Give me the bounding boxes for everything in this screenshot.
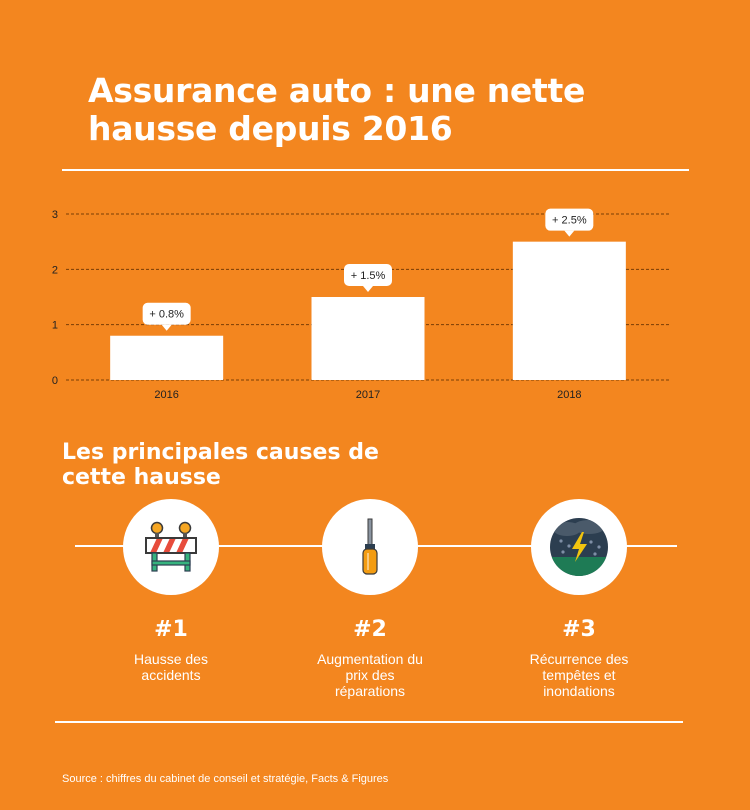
y-tick-label-0: 0 <box>52 375 58 387</box>
data-label-box-2018 <box>545 208 594 231</box>
data-label-box-2017 <box>344 264 392 286</box>
cause-2: #2 Augmentation du prix des réparations <box>280 499 460 699</box>
data-label-pointer-2018 <box>564 230 575 237</box>
screwdriver-icon <box>362 518 378 575</box>
data-label-2018: + 2.5% <box>552 215 587 227</box>
footer-divider <box>55 721 683 723</box>
cause-1-rank: #1 <box>154 617 188 642</box>
x-tick-label-2016: 2016 <box>154 389 178 401</box>
title-divider <box>62 169 689 171</box>
source-note: Source : chiffres du cabinet de conseil … <box>62 773 389 785</box>
data-label-pointer-2017 <box>363 286 373 292</box>
causes-title: Les principales causes de cette hausse <box>62 440 379 490</box>
cause-3-rank: #3 <box>562 617 596 642</box>
cause-3-label: Récurrence des tempêtes et inondations <box>529 651 629 699</box>
cause-3-circle <box>531 499 627 595</box>
y-tick-label-3: 3 <box>52 209 58 221</box>
storm-icon <box>550 518 608 576</box>
data-label-2017: + 1.5% <box>351 270 386 282</box>
road-barrier-icon <box>145 521 197 572</box>
y-tick-label-2: 2 <box>52 264 58 276</box>
cause-1-label: Hausse des accidents <box>134 651 208 683</box>
cause-3: #3 Récurrence des tempêtes et inondation… <box>489 499 669 699</box>
cause-2-label: Augmentation du prix des réparations <box>317 651 423 699</box>
cause-2-rank: #2 <box>353 617 387 642</box>
cause-1: #1 Hausse des accidents <box>81 499 261 683</box>
data-label-box-2016 <box>142 302 191 325</box>
cause-1-circle <box>123 499 219 595</box>
bar-2017 <box>311 297 425 380</box>
bar-2018 <box>512 241 626 380</box>
bar-chart: 0 1 2 3 2016 + 0.8% 2017 + 1.5% 2018 + 2.5% <box>52 208 670 401</box>
data-label-2016: + 0.8% <box>149 309 184 321</box>
x-tick-label-2018: 2018 <box>557 389 581 401</box>
cause-2-circle <box>322 499 418 595</box>
x-tick-label-2017: 2017 <box>356 389 380 401</box>
y-tick-label-1: 1 <box>52 320 58 332</box>
bar-2016 <box>110 335 224 380</box>
data-label-pointer-2016 <box>161 324 172 331</box>
page-title: Assurance auto : une nette hausse depuis… <box>88 71 586 148</box>
